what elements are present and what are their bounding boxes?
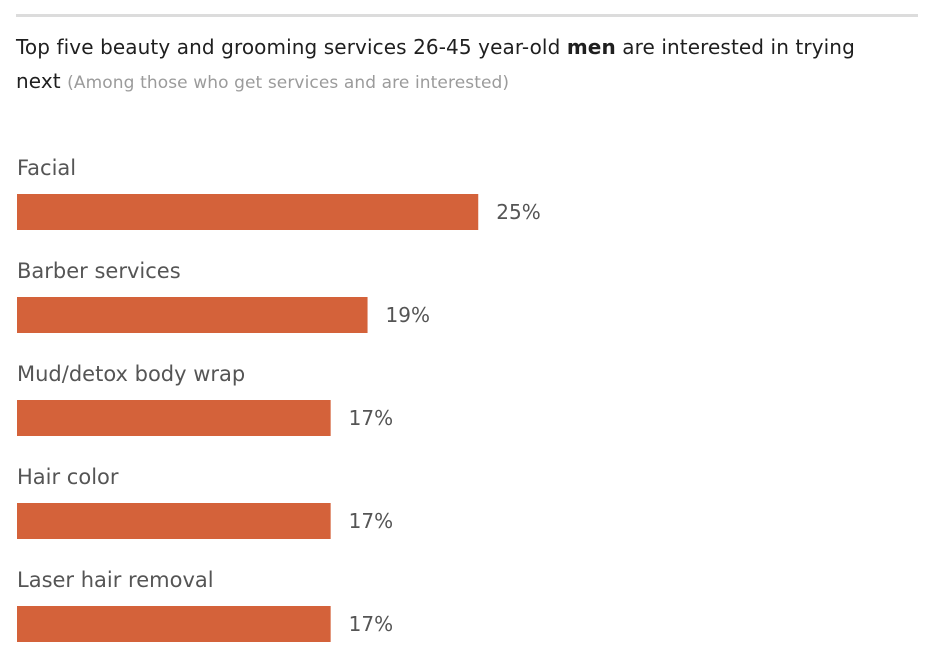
value-label-mud-detox-body-wrap: 17% bbox=[349, 406, 393, 430]
value-label-hair-color: 17% bbox=[349, 509, 393, 533]
category-label-facial: Facial bbox=[17, 156, 76, 180]
value-label-laser-hair-removal: 17% bbox=[349, 612, 393, 636]
bar-laser-hair-removal bbox=[17, 606, 331, 642]
title-text-part1: Top five beauty and grooming services 26… bbox=[16, 35, 567, 59]
category-label-barber-services: Barber services bbox=[17, 259, 181, 283]
category-label-hair-color: Hair color bbox=[17, 465, 119, 489]
category-label-mud-detox-body-wrap: Mud/detox body wrap bbox=[17, 362, 245, 386]
value-label-barber-services: 19% bbox=[386, 303, 430, 327]
bar-hair-color bbox=[17, 503, 331, 539]
top-divider bbox=[16, 14, 918, 17]
value-label-facial: 25% bbox=[496, 200, 540, 224]
bar-mud-detox-body-wrap bbox=[17, 400, 331, 436]
title-text-bold: men bbox=[566, 35, 616, 59]
bar-facial bbox=[17, 194, 479, 230]
bar-barber-services bbox=[17, 297, 368, 333]
chart-subtitle: (Among those who get services and are in… bbox=[67, 73, 510, 93]
category-label-laser-hair-removal: Laser hair removal bbox=[17, 568, 214, 592]
chart-title: Top five beauty and grooming services 26… bbox=[16, 30, 896, 100]
title-text-part2: are interested in trying next bbox=[16, 35, 855, 93]
